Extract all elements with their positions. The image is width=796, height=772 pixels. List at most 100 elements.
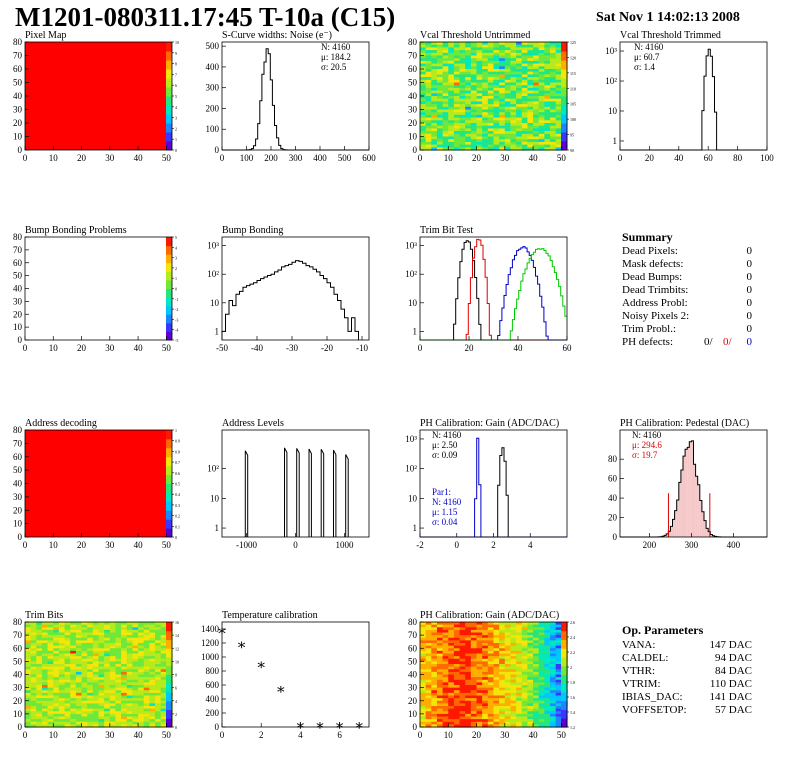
ph-gain-map-cell — [442, 661, 449, 665]
trim-bits-cell — [36, 656, 43, 660]
ph-gain-map-cell — [431, 658, 438, 662]
ph-gain-map-cell — [420, 711, 427, 715]
trim-bits-cell — [64, 632, 71, 636]
ph-gain-map-cell — [555, 690, 562, 694]
trim-bits-cell — [98, 645, 105, 649]
ph-gain-map-cell — [533, 622, 540, 626]
ph-gain-map-scale-label: 1.6 — [570, 695, 575, 700]
vcal-untrimmed-cell — [476, 82, 483, 86]
vcal-untrimmed-cell — [527, 96, 534, 100]
vcal-untrimmed-cell — [448, 141, 455, 146]
ph-gain-map-cell — [420, 622, 427, 626]
trim-bits-cell — [41, 719, 49, 723]
ph-gain-map-cell — [459, 713, 466, 718]
trim-bits-cell — [30, 624, 37, 628]
ph-gain-map-cell — [544, 721, 551, 725]
trim-bits-cell — [70, 656, 77, 660]
vcal-untrimmed-cell — [487, 87, 495, 92]
ph-gain-map-cell — [538, 706, 545, 710]
vcal-untrimmed-cell — [493, 77, 500, 81]
vcal-untrimmed-cell — [504, 128, 512, 132]
vcal-untrimmed-cell — [504, 147, 512, 151]
ph-gain-map-cell — [527, 721, 534, 725]
vcal-untrimmed-cell — [453, 85, 461, 89]
ph-gain-map-cell — [555, 679, 562, 683]
trim-bits-cell — [64, 671, 71, 676]
vcal-untrimmed-cell — [527, 101, 534, 105]
trim-bits-cell — [98, 664, 105, 668]
pixel-map-scale-label: 9 — [175, 51, 177, 56]
trim-bits-cell — [121, 635, 128, 639]
s-curve-stat: N: 4160 — [321, 42, 351, 52]
vcal-untrimmed-xtick-label: 50 — [557, 153, 567, 163]
ph-gain-map-ytick-label: 70 — [408, 630, 418, 640]
trim-bits-cell — [70, 664, 77, 668]
bump-bonding-problems-scale-label: -2 — [175, 307, 178, 312]
trim-bits-cell — [109, 637, 117, 641]
trim-bits-cell — [36, 650, 43, 655]
vcal-untrimmed-ytick-label: 40 — [408, 91, 418, 101]
ph-gain-map-cell — [436, 648, 444, 652]
vcal-untrimmed-cell — [521, 101, 529, 105]
vcal-untrimmed-cell — [550, 44, 557, 48]
vcal-untrimmed-cell — [453, 112, 461, 116]
trim-bits-cell — [53, 656, 60, 660]
vcal-untrimmed-cell — [425, 85, 432, 89]
ph-gain-map-cell — [453, 648, 461, 652]
trim-bits-cell — [132, 687, 139, 691]
vcal-untrimmed-cell — [527, 117, 534, 121]
trim-bits-cell — [121, 664, 128, 668]
vcal-untrimmed-cell — [453, 90, 461, 94]
vcal-untrimmed-cell — [504, 42, 512, 46]
trim-bits-cell — [149, 627, 156, 631]
vcal-untrimmed-cell — [493, 71, 500, 75]
trim-bits-cell — [138, 711, 145, 715]
vcal-untrimmed-cell — [470, 66, 478, 70]
ph-gain-map-cell — [510, 724, 517, 728]
ph-gain-map-cell — [442, 682, 449, 686]
vcal-untrimmed-cell — [448, 55, 455, 59]
trim-bits-cell — [53, 629, 60, 634]
ph-gain-map-cell — [436, 677, 444, 681]
vcal-untrimmed-cell — [516, 85, 523, 89]
trim-bits-cell — [143, 724, 150, 728]
vcal-untrimmed-ytick-label: 50 — [408, 78, 418, 88]
trim-bits-cell — [36, 661, 43, 665]
trim-bits-cell — [92, 719, 100, 723]
ph-gain-map-cell — [555, 624, 562, 628]
ph-gain-map-cell — [550, 637, 557, 641]
vcal-untrimmed-cell — [527, 133, 534, 138]
ph-gain-map-cell — [521, 700, 529, 704]
trim-bits-cell — [98, 692, 105, 697]
vcal-untrimmed-cell — [420, 101, 427, 105]
vcal-untrimmed-cell — [544, 52, 551, 57]
ph-gain-map-cell — [470, 692, 478, 697]
trim-bits-cell — [81, 627, 88, 631]
ph-gain-map-cell — [538, 708, 545, 712]
address-decoding-ytick-label: 20 — [13, 505, 23, 515]
ph-gain-map-cell — [442, 624, 449, 628]
vcal-untrimmed-cell — [465, 101, 472, 105]
vcal-untrimmed-cell — [550, 71, 557, 75]
pixel-map-scale-label: 8 — [175, 62, 177, 67]
trim-bits-cell — [47, 656, 54, 660]
trim-bits-cell — [143, 664, 150, 668]
trim-bits-cell — [87, 661, 94, 665]
vcal-untrimmed-cell — [504, 93, 512, 97]
trim-bits-cell — [143, 661, 150, 665]
vcal-untrimmed-cell — [510, 82, 517, 86]
ph-defects-red: 0/ — [723, 336, 732, 348]
vcal-untrimmed-cell — [544, 120, 551, 124]
trim-bits-cell — [115, 656, 122, 660]
ph-gain-map-cell — [431, 640, 438, 644]
bump-bonding-problems-scale-label: -5 — [175, 338, 178, 343]
ph-gain-map-cell — [459, 635, 466, 639]
vcal-untrimmed-cell — [510, 106, 517, 111]
trim-bits-cell — [121, 700, 128, 704]
ph-gain-map-cell — [436, 653, 444, 657]
vcal-untrimmed-cell — [510, 74, 517, 78]
ph-gain-map-cell — [493, 690, 500, 694]
vcal-untrimmed-cell — [493, 87, 500, 92]
address-decoding-scale-label: 0.2 — [175, 514, 180, 519]
trim-bits-cell — [109, 632, 117, 636]
